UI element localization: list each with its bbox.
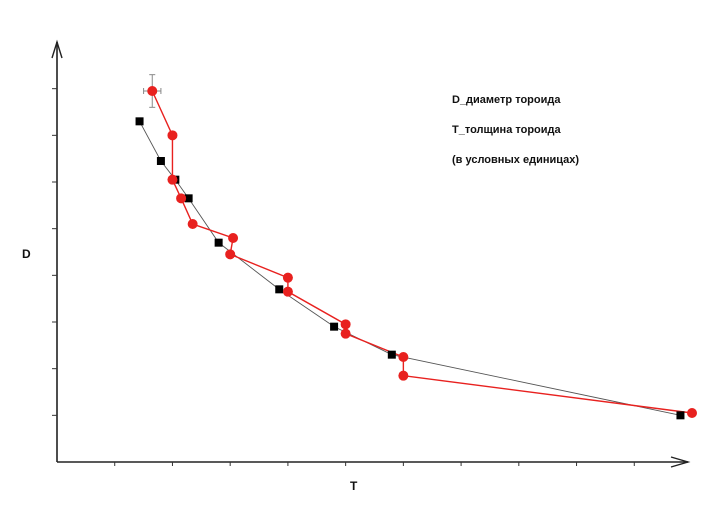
annotation-diameter: D_диаметр тороида <box>452 94 561 106</box>
annotation-units: (в условных единицах) <box>452 154 579 166</box>
series-marks <box>135 86 697 420</box>
data-point-circle <box>340 328 351 339</box>
data-point-square <box>676 411 685 420</box>
axes <box>51 39 691 468</box>
data-point-circle <box>187 219 198 229</box>
data-point-circle <box>340 319 351 330</box>
x-axis-arrow <box>670 456 691 468</box>
data-point-square <box>214 238 223 247</box>
annotations: D_диаметр тороида T_толщина тороида (в у… <box>452 94 579 166</box>
data-point-square <box>387 350 396 359</box>
x-axis-title: T <box>350 479 358 493</box>
data-point-circle <box>398 370 409 381</box>
data-point-circle <box>167 130 178 141</box>
data-point-square <box>275 285 284 294</box>
data-point-circle <box>282 272 293 283</box>
series-line-1 <box>139 121 681 416</box>
y-axis-arrow <box>51 39 63 59</box>
series-lines <box>139 90 693 416</box>
data-point-circle <box>176 193 187 204</box>
data-point-circle <box>228 233 239 243</box>
data-point-circle <box>225 249 236 260</box>
data-point-square <box>135 117 144 126</box>
y-axis-title: D <box>22 247 31 261</box>
y-ticks <box>52 88 57 416</box>
data-point-circle <box>167 174 178 185</box>
data-point-square <box>330 322 339 331</box>
x-ticks <box>114 462 635 466</box>
data-point-circle <box>398 352 409 362</box>
annotation-thickness: T_толщина тороида <box>452 124 562 136</box>
data-point-circle <box>147 86 158 96</box>
data-point-square <box>156 157 165 165</box>
data-point-circle <box>282 286 293 297</box>
data-point-circle <box>687 408 697 418</box>
data-point-square <box>184 194 193 203</box>
